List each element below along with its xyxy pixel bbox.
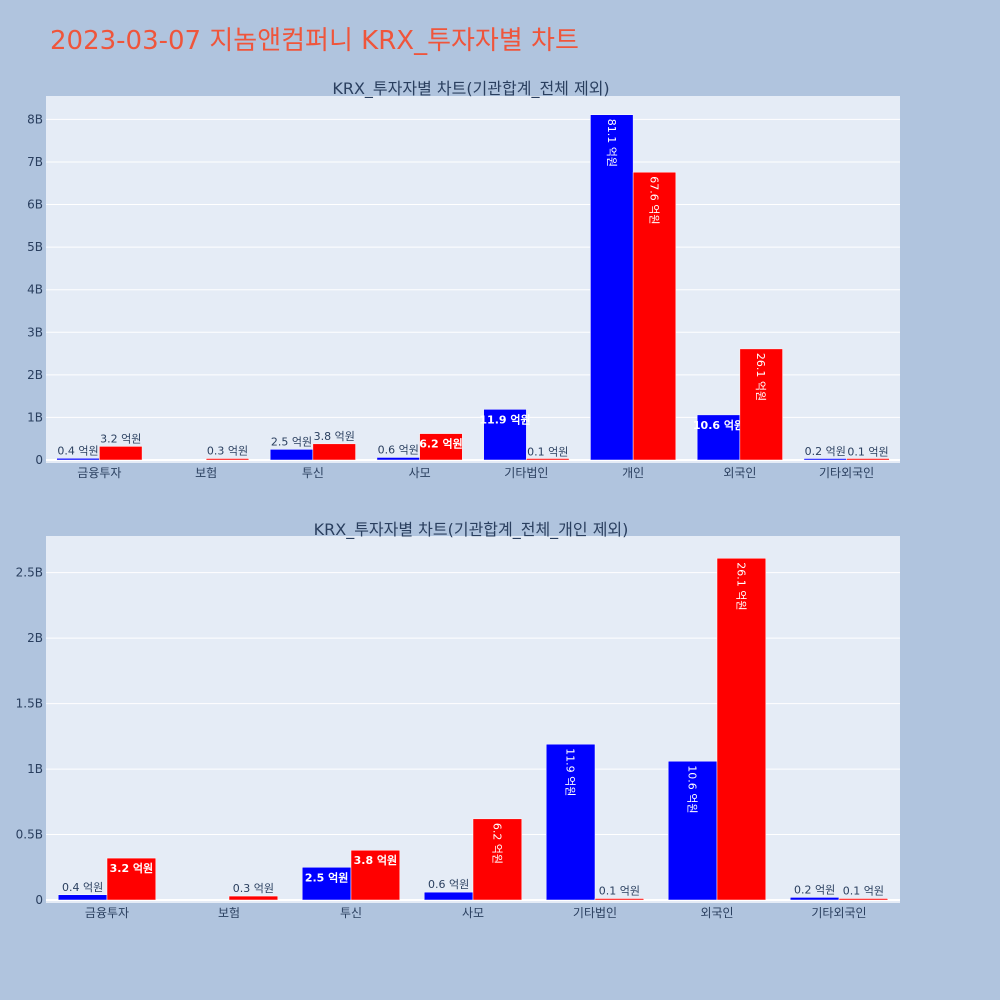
y-tick-label: 3B xyxy=(27,325,43,339)
data-label: 11.9 억원 xyxy=(564,748,577,796)
y-tick-label: 0 xyxy=(35,893,43,907)
bar xyxy=(423,891,474,901)
data-label: 26.1 억원 xyxy=(754,353,767,401)
bar xyxy=(594,898,645,901)
y-tick-label: 0.5B xyxy=(16,828,43,842)
data-label: 0.4 억원 xyxy=(62,881,103,894)
bar xyxy=(228,895,279,901)
bar xyxy=(838,898,889,901)
chart-bottom: KRX_투자자별 차트(기관합계_전체_개인 제외) 0 0.5B 1B 1.5B 2B… xyxy=(16,520,900,920)
bar xyxy=(739,348,783,461)
x-tick-label: 기타법인 xyxy=(573,906,617,920)
y-tick-label: 6B xyxy=(27,198,43,212)
data-label: 0.2 억원 xyxy=(805,445,846,458)
x-tick-label: 투신 xyxy=(340,906,362,920)
data-label: 81.1 억원 xyxy=(605,119,618,167)
y-tick-label: 2B xyxy=(27,631,43,645)
bar xyxy=(696,414,741,461)
x-tick-label: 투신 xyxy=(302,466,324,480)
data-label: 6.2 억원 xyxy=(490,823,503,864)
x-tick-label: 기타외국인 xyxy=(811,906,866,920)
bar xyxy=(205,458,250,461)
x-tick-label: 보험 xyxy=(218,906,240,920)
data-label: 0.1 억원 xyxy=(527,446,568,459)
bar xyxy=(846,458,890,461)
bar xyxy=(632,171,677,461)
x-tick-label: 보험 xyxy=(195,466,217,480)
data-label: 2.5 억원 xyxy=(305,870,349,884)
bar xyxy=(667,760,718,901)
x-tick-label: 사모 xyxy=(409,466,431,480)
x-tick-label: 금융투자 xyxy=(85,906,129,920)
x-tick-label: 기타법인 xyxy=(504,466,548,480)
data-label: 0.1 억원 xyxy=(599,885,640,898)
data-label: 6.2 억원 xyxy=(419,437,463,451)
x-tick-label: 개인 xyxy=(622,466,644,480)
y-tick-label: 4B xyxy=(27,283,43,297)
y-tick-label: 8B xyxy=(27,112,43,126)
chart-top: KRX_투자자별 차트(기관합계_전체 제외) 0 1B 2B 3B 4B 5B 6B 7B 8… xyxy=(27,79,900,480)
data-label: 0.1 억원 xyxy=(843,885,884,898)
data-label: 10.6 억원 xyxy=(686,765,699,813)
bar xyxy=(803,458,847,461)
data-label: 3.2 억원 xyxy=(100,432,141,445)
bar xyxy=(350,849,401,901)
bar xyxy=(376,457,420,461)
bar xyxy=(716,558,767,901)
x-tick-label: 금융투자 xyxy=(77,466,121,480)
bar xyxy=(99,446,143,461)
data-label: 0.2 억원 xyxy=(794,883,835,896)
data-label: 67.6 억원 xyxy=(647,176,660,224)
data-label: 26.1 억원 xyxy=(734,562,747,610)
bar xyxy=(312,443,356,461)
bar xyxy=(526,458,570,461)
y-tick-label: 1B xyxy=(27,762,43,776)
x-tick-label: 외국인 xyxy=(700,906,733,920)
bar xyxy=(472,818,523,901)
y-tick-label: 2.5B xyxy=(16,566,43,580)
data-label: 3.2 억원 xyxy=(110,861,154,875)
bar xyxy=(301,867,352,901)
data-label: 11.9 억원 xyxy=(479,412,530,426)
data-label: 0.4 억원 xyxy=(57,444,98,457)
y-tick-label: 5B xyxy=(27,240,43,254)
data-label: 3.8 억원 xyxy=(354,853,398,867)
data-label: 2.5 억원 xyxy=(271,435,312,448)
y-tick-label: 0 xyxy=(35,453,43,467)
chart-title: KRX_투자자별 차트(기관합계_전체 제외) xyxy=(332,79,609,99)
x-tick-label: 기타외국인 xyxy=(819,466,874,480)
x-tick-label: 사모 xyxy=(462,906,484,920)
x-tick-label: 외국인 xyxy=(723,466,756,480)
data-label: 0.6 억원 xyxy=(428,878,469,891)
bar xyxy=(789,897,840,901)
data-label: 3.8 억원 xyxy=(314,430,355,443)
data-label: 10.6 억원 xyxy=(693,418,744,432)
y-tick-label: 1.5B xyxy=(16,697,43,711)
y-tick-label: 7B xyxy=(27,155,43,169)
bar xyxy=(269,449,314,461)
y-tick-label: 2B xyxy=(27,368,43,382)
bar xyxy=(483,409,527,461)
bar xyxy=(106,857,157,901)
data-label: 0.3 억원 xyxy=(233,882,274,895)
data-label: 0.1 억원 xyxy=(847,446,888,459)
bar xyxy=(56,458,100,461)
bar xyxy=(419,433,463,461)
bar xyxy=(57,894,108,901)
bar xyxy=(590,114,634,461)
data-label: 0.3 억원 xyxy=(207,445,248,458)
y-tick-label: 1B xyxy=(27,410,43,424)
bar xyxy=(545,743,596,901)
page-title: 2023-03-07 지놈앤컴퍼니 KRX_투자자별 차트 xyxy=(50,26,579,56)
data-label: 0.6 억원 xyxy=(378,443,419,456)
chart-title: KRX_투자자별 차트(기관합계_전체_개인 제외) xyxy=(314,520,629,540)
